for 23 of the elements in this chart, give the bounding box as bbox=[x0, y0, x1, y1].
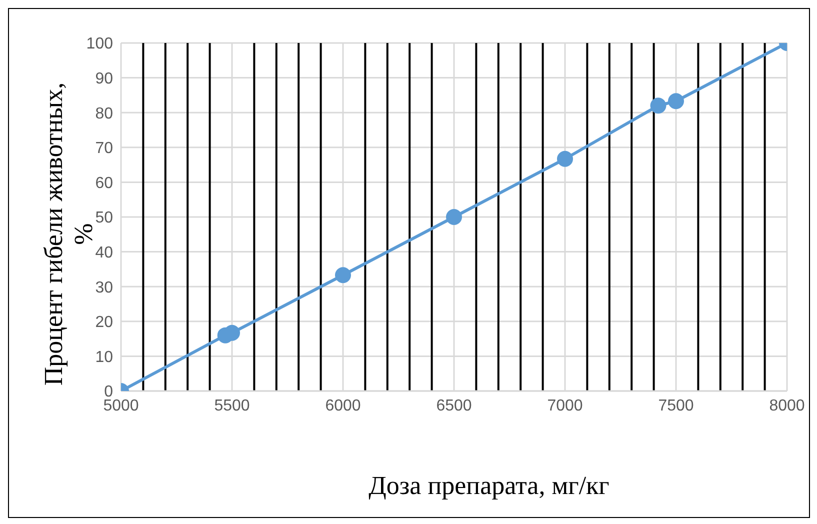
x-tick-label: 7500 bbox=[658, 397, 694, 414]
point bbox=[224, 324, 240, 341]
x-axis-title: Доза препарата, мг/кг bbox=[368, 471, 610, 501]
y-tick-label: 60 bbox=[95, 174, 114, 192]
y-tick-label: 80 bbox=[95, 105, 114, 122]
y-tick-label: 40 bbox=[95, 244, 114, 262]
x-tick-label: 6000 bbox=[325, 397, 361, 414]
y-tick-label: 90 bbox=[95, 70, 114, 88]
x-tick-label: 6500 bbox=[436, 397, 472, 414]
x-tick-label: 8000 bbox=[769, 397, 805, 414]
y-tick-label: 30 bbox=[95, 279, 114, 296]
y-tick-label: 50 bbox=[95, 210, 114, 227]
point bbox=[446, 209, 462, 225]
y-tick-label: 10 bbox=[95, 348, 114, 366]
y-tick-label: 70 bbox=[95, 140, 114, 158]
point bbox=[557, 150, 573, 167]
x-tick-label: 7000 bbox=[547, 397, 583, 414]
point bbox=[650, 98, 666, 114]
point bbox=[668, 93, 684, 110]
x-tick-label: 5500 bbox=[214, 397, 250, 414]
y-tick-label: 100 bbox=[86, 36, 114, 53]
y-tick-label: 20 bbox=[95, 314, 114, 332]
point bbox=[335, 267, 351, 284]
